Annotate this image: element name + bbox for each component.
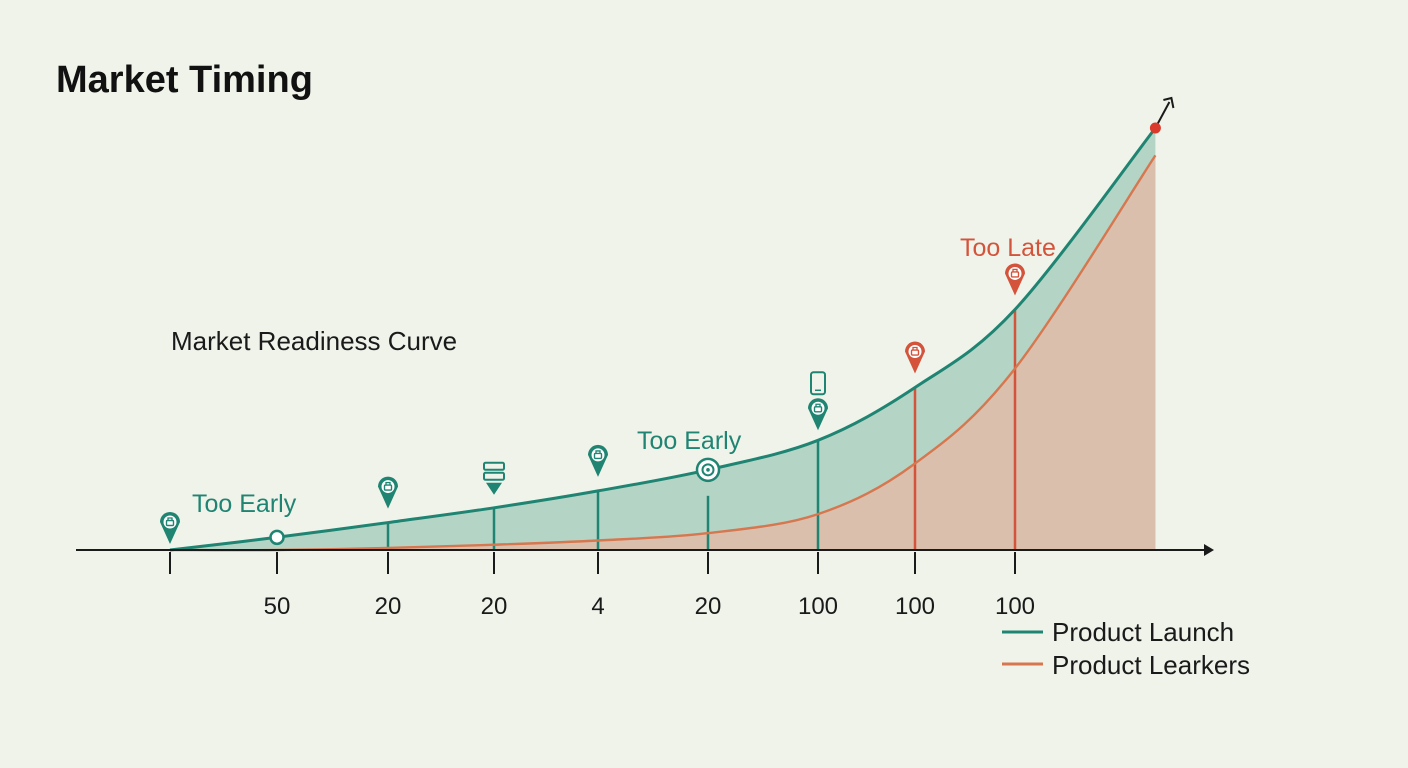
area-fill-series-1 — [170, 128, 1156, 550]
x-tick-label: 20 — [375, 593, 402, 620]
area-layer — [170, 128, 1156, 551]
x-tick-label: 100 — [995, 593, 1035, 620]
annotation-too-early-2: Too Early — [637, 427, 742, 455]
map-pin-icon — [1005, 263, 1025, 296]
x-axis — [76, 544, 1214, 556]
growth-arrow-icon — [1163, 96, 1175, 109]
x-tick-label: 20 — [695, 593, 722, 620]
x-tick-label: 4 — [591, 593, 604, 620]
chart-subtitle: Market Readiness Curve — [171, 326, 457, 356]
x-tick-label: 100 — [798, 593, 838, 620]
series-line-2 — [169, 154, 1157, 552]
legend-item-product-launch: Product Launch — [1002, 617, 1234, 647]
annotation-too-early-1: Too Early — [192, 490, 297, 518]
map-pin-icon — [588, 444, 608, 477]
line-layer — [169, 127, 1157, 552]
legend-label-product-learkers: Product Learkers — [1052, 650, 1250, 680]
marker-layer — [160, 263, 1025, 546]
series-line-1 — [169, 127, 1157, 552]
area-fill-series-2 — [170, 155, 1156, 551]
dropline-layer — [386, 309, 1017, 550]
chart-title: Market Timing — [56, 59, 313, 101]
phone-icon — [810, 371, 826, 396]
server-icon — [483, 461, 505, 495]
x-tick-label: 20 — [481, 593, 508, 620]
legend: Product Launch Product Learkers — [1002, 617, 1250, 680]
legend-item-product-learkers: Product Learkers — [1002, 650, 1250, 680]
x-axis-arrow-icon — [1204, 544, 1214, 556]
target-icon — [695, 457, 721, 483]
x-tick-label: 100 — [895, 593, 935, 620]
map-pin-icon — [808, 398, 828, 431]
map-pin-icon — [378, 476, 398, 509]
annotation-too-late: Too Late — [960, 234, 1056, 262]
map-pin-icon — [905, 341, 925, 374]
x-tick-label: 50 — [264, 593, 291, 620]
tick-layer: 50 20 20 4 20 100 100 100 — [169, 552, 1035, 620]
peak-point — [1149, 122, 1161, 134]
data-point-circle — [269, 529, 285, 546]
peak-group — [1149, 96, 1175, 134]
map-pin-icon — [160, 512, 180, 544]
legend-label-product-launch: Product Launch — [1052, 617, 1234, 647]
